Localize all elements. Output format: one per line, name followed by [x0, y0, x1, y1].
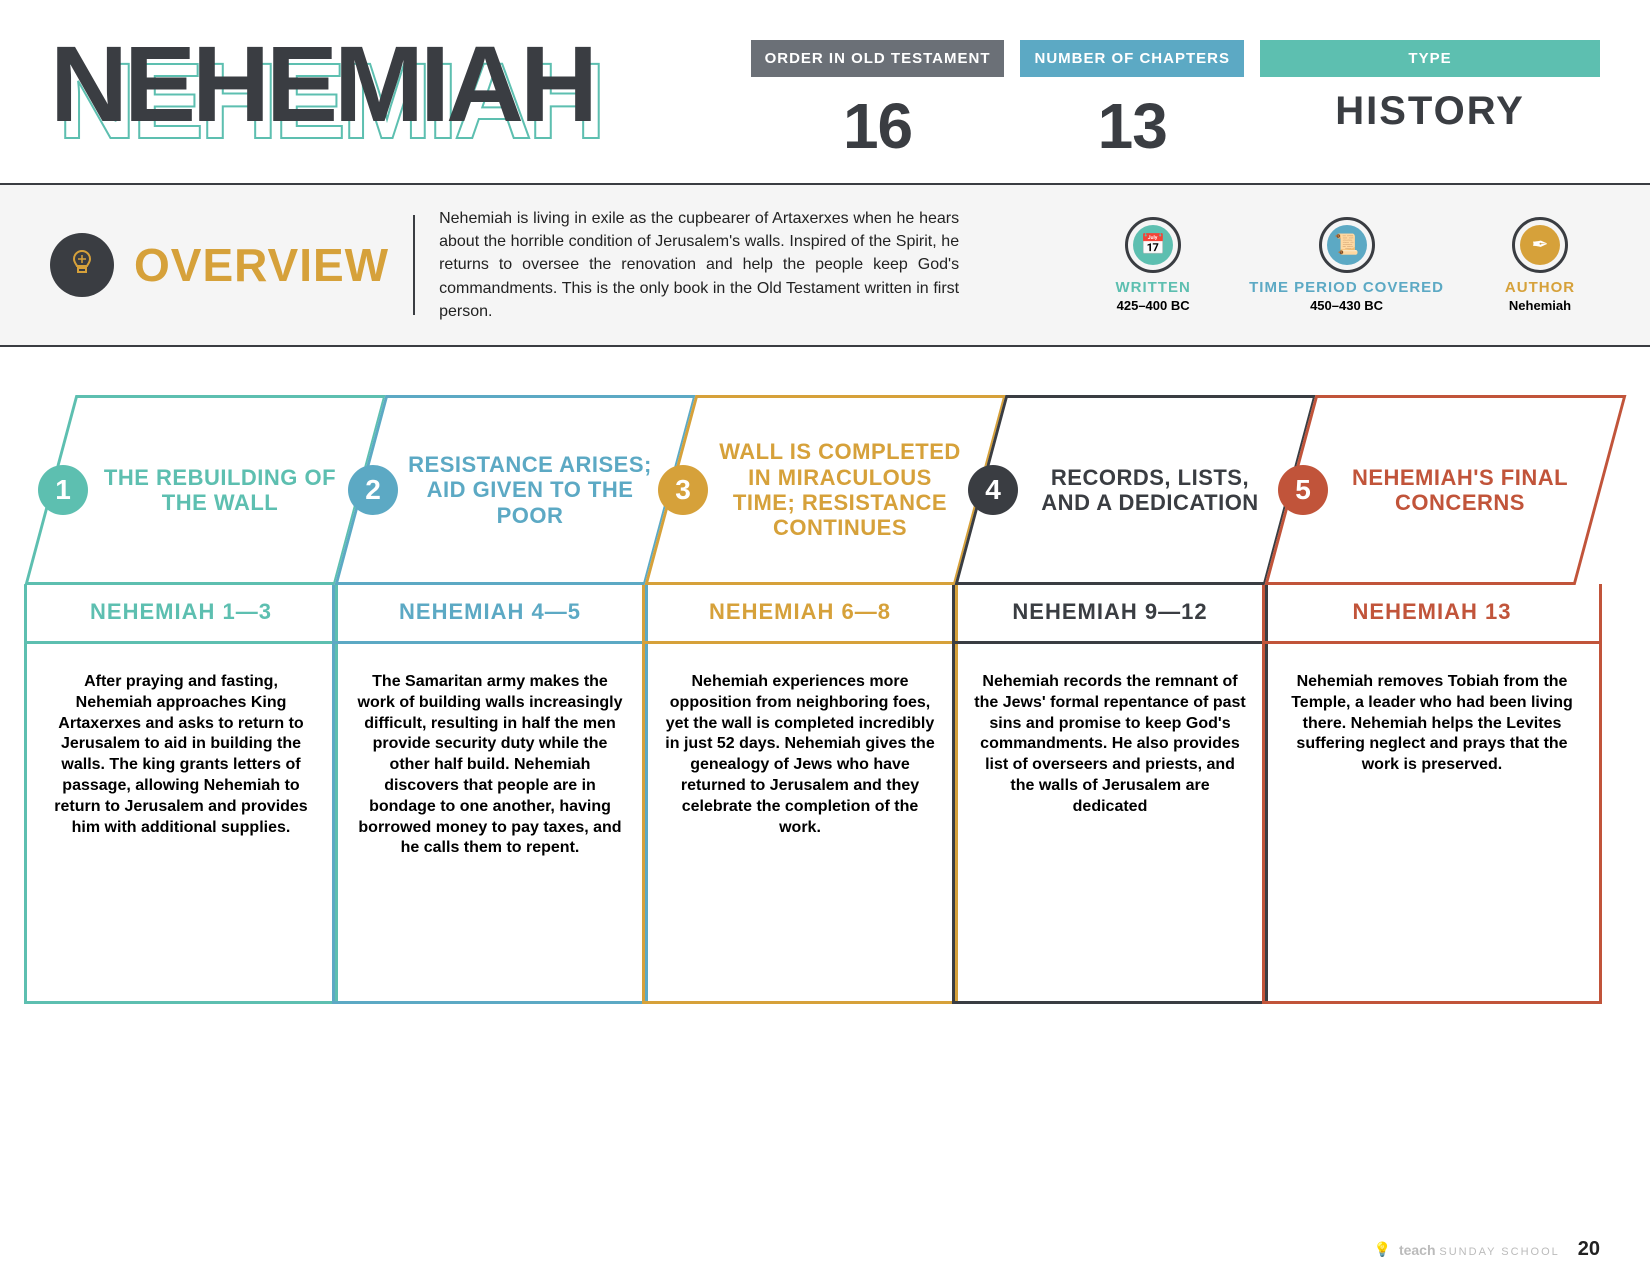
section-header: 3WALL IS COMPLETED IN MIRACULOUS TIME; R… — [670, 395, 980, 585]
section-column: 1THE REBUILDING OF THE WALLNEHEMIAH 1—3A… — [50, 395, 360, 1004]
stat-label: TYPE — [1260, 40, 1600, 77]
footer: 💡 teach SUNDAY SCHOOL 20 — [1374, 1238, 1601, 1261]
meta-value: 425–400 BC — [1117, 298, 1190, 313]
footer-brand-light: SUNDAY SCHOOL — [1439, 1246, 1559, 1258]
section-number: 4 — [968, 465, 1018, 515]
meta-items: 📅 WRITTEN 425–400 BC 📜 TIME PERIOD COVERED 45… — [1093, 217, 1600, 313]
stat-value: HISTORY — [1335, 89, 1525, 134]
meta-value: 450–430 BC — [1310, 298, 1383, 313]
meta-label: TIME PERIOD COVERED — [1249, 279, 1444, 296]
section-description: The Samaritan army makes the work of bui… — [332, 644, 648, 1004]
section-reference: NEHEMIAH 9—12 — [952, 584, 1268, 644]
section-title: WALL IS COMPLETED IN MIRACULOUS TIME; RE… — [708, 439, 972, 540]
stat-value: 16 — [843, 89, 912, 163]
overview-text: Nehemiah is living in exile as the cupbe… — [439, 207, 959, 323]
section-number: 1 — [38, 465, 88, 515]
section-title: RESISTANCE ARISES; AID GIVEN TO THE POOR — [398, 452, 662, 528]
meta-icon: ✒ — [1512, 217, 1568, 273]
section-title: NEHEMIAH'S FINAL CONCERNS — [1328, 465, 1592, 516]
overview-title: OVERVIEW — [134, 238, 389, 292]
overview-heading-group: OVERVIEW — [50, 233, 389, 297]
section-header: 1THE REBUILDING OF THE WALL — [50, 395, 360, 585]
stat-block: NUMBER OF CHAPTERS 13 — [1020, 40, 1244, 163]
meta-icon: 📅 — [1125, 217, 1181, 273]
lightbulb-icon — [50, 233, 114, 297]
section-description: After praying and fasting, Nehemiah appr… — [24, 644, 338, 1004]
section-number: 2 — [348, 465, 398, 515]
header: NEHEMIAH NEHEMIAH ORDER IN OLD TESTAMENT… — [50, 30, 1600, 163]
stats-row: ORDER IN OLD TESTAMENT 16 NUMBER OF CHAPTE… — [751, 40, 1600, 163]
overview-band: OVERVIEW Nehemiah is living in exile as … — [0, 185, 1650, 345]
section-header: 2RESISTANCE ARISES; AID GIVEN TO THE POO… — [360, 395, 670, 585]
section-header: 5NEHEMIAH'S FINAL CONCERNS — [1290, 395, 1600, 585]
meta-item: ✒ AUTHOR Nehemiah — [1480, 217, 1600, 313]
footer-brand-bold: teach — [1399, 1242, 1436, 1258]
stat-label: NUMBER OF CHAPTERS — [1020, 40, 1244, 77]
section-column: 4RECORDS, LISTS, AND A DEDICATIONNEHEMIA… — [980, 395, 1290, 1004]
title-text: NEHEMIAH — [50, 30, 594, 138]
meta-label: AUTHOR — [1505, 279, 1575, 296]
meta-item: 📅 WRITTEN 425–400 BC — [1093, 217, 1213, 313]
meta-icon: 📜 — [1319, 217, 1375, 273]
section-title: RECORDS, LISTS, AND A DEDICATION — [1018, 465, 1282, 516]
section-header: 4RECORDS, LISTS, AND A DEDICATION — [980, 395, 1290, 585]
overview-divider — [413, 215, 415, 315]
section-reference: NEHEMIAH 13 — [1262, 584, 1602, 644]
section-column: 2RESISTANCE ARISES; AID GIVEN TO THE POO… — [360, 395, 670, 1004]
stat-label: ORDER IN OLD TESTAMENT — [751, 40, 1005, 77]
section-number: 3 — [658, 465, 708, 515]
section-description: Nehemiah removes Tobiah from the Temple,… — [1262, 644, 1602, 1004]
section-description: Nehemiah records the remnant of the Jews… — [952, 644, 1268, 1004]
section-number: 5 — [1278, 465, 1328, 515]
section-column: 5NEHEMIAH'S FINAL CONCERNSNEHEMIAH 13Neh… — [1290, 395, 1600, 1004]
meta-label: WRITTEN — [1115, 279, 1190, 296]
meta-item: 📜 TIME PERIOD COVERED 450–430 BC — [1249, 217, 1444, 313]
meta-value: Nehemiah — [1509, 298, 1571, 313]
stat-block: ORDER IN OLD TESTAMENT 16 — [751, 40, 1005, 163]
book-title: NEHEMIAH NEHEMIAH — [50, 30, 594, 138]
page-number: 20 — [1578, 1238, 1600, 1261]
section-reference: NEHEMIAH 4—5 — [332, 584, 648, 644]
section-description: Nehemiah experiences more opposition fro… — [642, 644, 958, 1004]
section-reference: NEHEMIAH 1—3 — [24, 584, 338, 644]
stat-value: 13 — [1098, 89, 1167, 163]
section-reference: NEHEMIAH 6—8 — [642, 584, 958, 644]
bulb-small-icon: 💡 — [1374, 1241, 1391, 1258]
sections-row: 1THE REBUILDING OF THE WALLNEHEMIAH 1—3A… — [50, 395, 1600, 1004]
section-title: THE REBUILDING OF THE WALL — [88, 465, 352, 516]
divider-bottom — [0, 345, 1650, 347]
section-column: 3WALL IS COMPLETED IN MIRACULOUS TIME; R… — [670, 395, 980, 1004]
stat-block: TYPE HISTORY — [1260, 40, 1600, 163]
